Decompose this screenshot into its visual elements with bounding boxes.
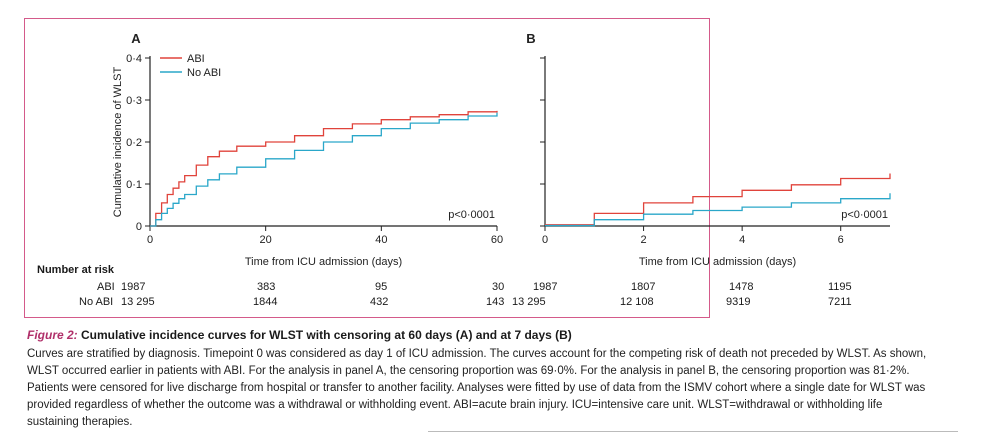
risk-b-abi-0: 1987 (533, 281, 558, 293)
risk-a-abi-1: 383 (257, 281, 276, 293)
series-line-b-abi (545, 173, 891, 226)
risk-b-noabi-3: 7211 (828, 296, 852, 308)
risk-b-noabi-2: 9319 (726, 296, 751, 308)
figure-caption-body: Curves are stratified by diagnosis. Time… (27, 348, 927, 428)
risk-a-noabi-0: 13 295 (121, 296, 155, 308)
x-tick-label-a-1: 20 (260, 234, 272, 246)
risk-a-abi-2: 95 (375, 281, 388, 293)
y-tick-label-a-2: 0·2 (126, 137, 142, 149)
figure-frame (24, 18, 710, 318)
bottom-divider (428, 431, 958, 432)
figure-title-text: Cumulative incidence curves for WLST wit… (81, 328, 572, 342)
y-tick-label-a-0: 0 (136, 221, 142, 233)
p-value-b: p<0·0001 (841, 209, 888, 221)
figure-label: Figure 2: (27, 328, 78, 342)
risk-b-abi-3: 1195 (828, 281, 852, 293)
risk-a-noabi-1: 1844 (253, 296, 278, 308)
risk-a-noabi-3: 143 (486, 296, 505, 308)
legend-label-no-abi: No ABI (187, 67, 221, 79)
risk-b-abi-2: 1478 (729, 281, 754, 293)
risk-a-noabi-2: 432 (370, 296, 389, 308)
x-tick-label-a-0: 0 (147, 234, 153, 246)
series-line-a-no-abi (150, 112, 498, 227)
risk-b-noabi-0: 13 295 (512, 296, 546, 308)
x-tick-label-b-1: 2 (641, 234, 647, 246)
series-line-a-abi (150, 110, 498, 227)
x-axis-label-a: Time from ICU admission (days) (245, 256, 402, 268)
risk-b-abi-1: 1807 (631, 281, 656, 293)
x-tick-label-b-2: 4 (739, 234, 745, 246)
risk-a-abi-0: 1987 (121, 281, 146, 293)
risk-table-title: Number at risk (37, 264, 115, 276)
risk-row-label-abi: ABI (97, 281, 115, 293)
series-line-b-no-abi (545, 193, 891, 227)
panel-label-b: B (526, 31, 535, 46)
figure-caption-title: Figure 2: Cumulative incidence curves fo… (27, 328, 572, 342)
x-tick-label-a-3: 60 (491, 234, 503, 246)
x-tick-label-b-0: 0 (542, 234, 548, 246)
y-tick-label-a-1: 0·1 (126, 179, 142, 191)
p-value-a: p<0·0001 (448, 209, 495, 221)
y-tick-label-a-3: 0·3 (126, 95, 142, 107)
x-axis-label-b: Time from ICU admission (days) (639, 256, 796, 268)
x-tick-label-b-3: 6 (838, 234, 844, 246)
x-tick-label-a-2: 40 (375, 234, 387, 246)
risk-b-noabi-1: 12 108 (620, 296, 654, 308)
legend-label-abi: ABI (187, 53, 205, 65)
risk-a-abi-3: 30 (492, 281, 505, 293)
y-tick-label-a-4: 0·4 (126, 53, 142, 65)
y-axis-label-a: Cumulative incidence of WLST (112, 67, 124, 218)
panel-label-a: A (131, 31, 141, 46)
risk-row-label-no-abi: No ABI (79, 296, 114, 308)
